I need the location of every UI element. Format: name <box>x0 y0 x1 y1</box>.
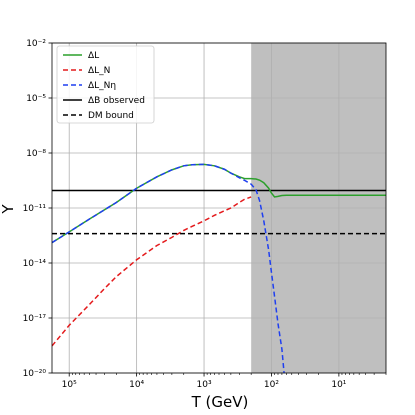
x-axis-label: T (GeV) <box>191 393 249 411</box>
y-tick-label: 10⁻²⁰ <box>23 369 47 379</box>
series-group <box>52 163 386 373</box>
x-tick-label: 10⁵ <box>62 380 77 390</box>
x-tick-label: 10¹ <box>331 380 346 390</box>
legend-box <box>56 45 155 124</box>
y-ticks: 10⁻²⁰ 10⁻¹⁷ 10⁻¹⁴ 10⁻¹¹ 10⁻⁸ 10⁻⁵ 10⁻² <box>23 39 52 379</box>
legend-label: ΔL <box>88 51 99 61</box>
legend: ΔL ΔL_N ΔL_Nη ΔB observed DM bound <box>56 45 155 124</box>
legend-label: ΔL_N <box>88 66 110 76</box>
legend-label: ΔL_Nη <box>88 81 116 91</box>
x-tick-label: 10⁴ <box>129 380 144 390</box>
series-line-1 <box>52 196 252 347</box>
x-tick-label: 10² <box>264 380 279 390</box>
legend-label: DM bound <box>88 111 134 121</box>
series-line-2 <box>52 163 285 373</box>
y-tick-label: 10⁻⁸ <box>26 149 46 159</box>
x-ticks: 10⁵ 10⁴ 10³ 10² 10¹ <box>62 373 387 390</box>
y-tick-label: 10⁻¹⁴ <box>23 259 47 269</box>
y-tick-label: 10⁻² <box>26 39 46 49</box>
x-tick-label: 10³ <box>197 380 212 390</box>
legend-label: ΔB observed <box>88 96 145 106</box>
y-tick-label: 10⁻¹⁷ <box>23 314 47 324</box>
y-tick-label: 10⁻¹¹ <box>23 204 47 214</box>
y-tick-label: 10⁻⁵ <box>26 94 46 104</box>
y-axis-label: Y <box>0 204 17 215</box>
